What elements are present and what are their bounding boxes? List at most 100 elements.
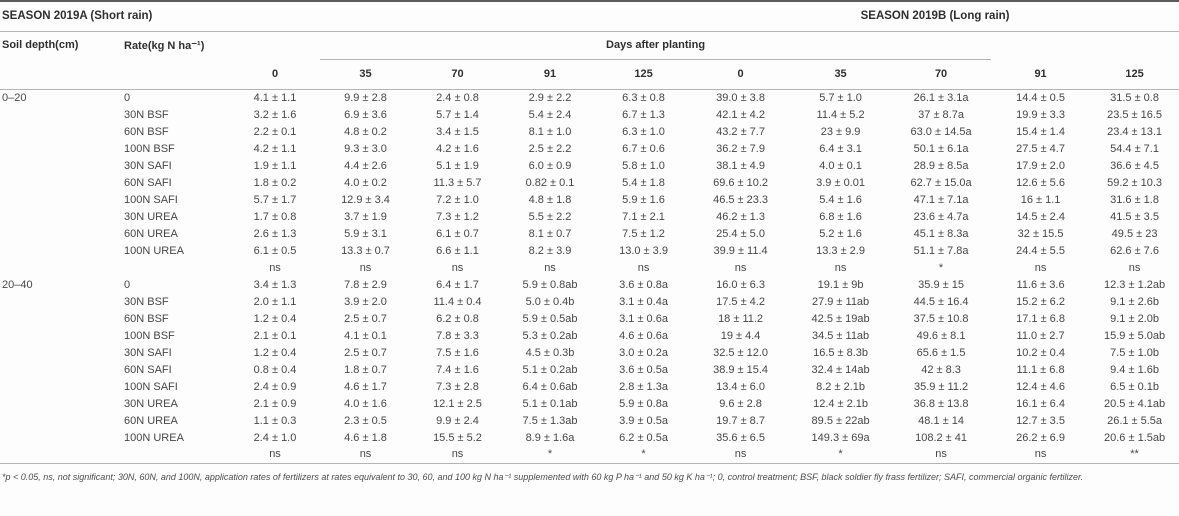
section-20-40: 20–40 0 3.4 ± 1.3 7.8 ± 2.9 6.4 ± 1.7 5.9 ± 0…: [0, 276, 1179, 464]
value-cell: 3.1 ± 0.6a: [619, 312, 668, 325]
value-cell: 2.4 ± 0.8: [436, 91, 479, 104]
value-cell: 26.1 ± 3.1a: [913, 91, 969, 104]
value-cell: 16.5 ± 8.3b: [813, 346, 869, 359]
value-cell: 2.5 ± 0.7: [344, 312, 387, 325]
value-cell: 8.2 ± 2.1b: [816, 380, 865, 393]
rate-cell: [122, 259, 230, 276]
subheader-row: Soil depth(cm) Rate(kg N ha⁻¹) Days afte…: [0, 31, 1179, 60]
value-cell: 3.6 ± 0.5a: [619, 363, 668, 376]
value-cell: 4.0 ± 0.2: [344, 176, 387, 189]
value-cell: 4.8 ± 0.2: [344, 125, 387, 138]
soil-depth-cell: [0, 123, 122, 140]
day-column-header: 0: [230, 59, 320, 90]
soil-depth-cell: [0, 310, 122, 327]
value-cell: 108.2 ± 41: [915, 431, 968, 444]
value-cell: 38.1 ± 4.9: [716, 159, 765, 172]
rate-cell: 30N UREA: [124, 397, 178, 410]
day-column-header: 70: [891, 59, 992, 90]
significance-cell: ns: [891, 446, 992, 464]
value-cell: 12.3 ± 1.2ab: [1104, 278, 1166, 291]
value-cell: 25.4 ± 5.0: [716, 227, 765, 240]
value-cell: 46.5 ± 23.3: [713, 193, 769, 206]
value-cell: 12.6 ± 5.6: [1016, 176, 1065, 189]
rate-cell: 30N SAFI: [124, 346, 172, 359]
value-cell: 12.1 ± 2.5: [433, 397, 482, 410]
soil-depth-cell: [0, 106, 122, 123]
significance-cell: ns: [411, 446, 504, 464]
value-cell: 5.1 ± 0.2ab: [522, 363, 578, 376]
value-cell: 35.6 ± 6.5: [716, 431, 765, 444]
value-cell: 11.1 ± 6.8: [1016, 363, 1065, 376]
value-cell: 15.5 ± 5.2: [433, 431, 482, 444]
significance-cell: *: [596, 446, 692, 464]
significance-cell: ns: [320, 446, 411, 464]
spacer-cell: [122, 59, 230, 90]
value-cell: 2.1 ± 0.1: [253, 329, 297, 342]
significance-cell: ns: [991, 446, 1091, 464]
value-cell: 44.5 ± 16.4: [913, 295, 969, 308]
value-cell: 6.0 ± 0.9: [528, 159, 572, 172]
value-cell: 59.2 ± 10.3: [1107, 176, 1163, 189]
day-column-header: 125: [1090, 59, 1179, 90]
value-cell: 9.4 ± 1.6b: [1110, 363, 1159, 376]
value-cell: 11.0 ± 2.7: [1016, 329, 1065, 342]
value-cell: 43.2 ± 7.7: [716, 125, 765, 138]
value-cell: 45.1 ± 8.3a: [913, 227, 969, 240]
value-cell: 6.3 ± 0.8: [622, 91, 665, 104]
significance-cell: ns: [1128, 261, 1141, 274]
value-cell: 1.1 ± 0.3: [253, 414, 297, 427]
value-cell: 5.9 ± 0.8a: [619, 397, 668, 410]
value-cell: 3.4 ± 1.5: [436, 125, 479, 138]
value-cell: 2.4 ± 1.0: [253, 431, 297, 444]
value-cell: 13.3 ± 0.7: [341, 244, 390, 257]
value-cell: 32 ± 15.5: [1017, 227, 1064, 240]
significance-row: ns ns ns * * ns * ns ns **: [0, 446, 1179, 464]
value-cell: 2.5 ± 0.7: [344, 346, 387, 359]
value-cell: 6.6 ± 1.1: [436, 244, 479, 257]
spacer-cell: [991, 31, 1179, 59]
value-cell: 6.4 ± 0.6ab: [522, 380, 578, 393]
value-cell: 5.4 ± 1.8: [622, 176, 665, 189]
value-cell: 3.9 ± 0.01: [816, 176, 865, 189]
value-cell: 0.82 ± 0.1: [525, 176, 575, 189]
soil-depth-cell: [0, 378, 122, 395]
table-row: 60N SAFI 0.8 ± 0.4 1.8 ± 0.7 7.4 ± 1.6 5.1 ±…: [0, 361, 1179, 378]
value-cell: 18 ± 11.2: [718, 312, 764, 325]
soil-nitrogen-table: SEASON 2019A (Short rain) SEASON 2019B (…: [0, 0, 1179, 464]
value-cell: 2.5 ± 2.2: [528, 142, 572, 155]
day-column-header: 70: [411, 59, 504, 90]
value-cell: 8.1 ± 1.0: [528, 125, 572, 138]
value-cell: 15.2 ± 6.2: [1016, 295, 1065, 308]
value-cell: 4.0 ± 0.1: [819, 159, 862, 172]
value-cell: 39.0 ± 3.8: [716, 91, 765, 104]
day-column-header: 91: [504, 59, 596, 90]
table-row: 100N BSF 2.1 ± 0.1 4.1 ± 0.1 7.8 ± 3.3 5.3 ±…: [0, 327, 1179, 344]
value-cell: 42.1 ± 4.2: [716, 108, 765, 121]
value-cell: 20.5 ± 4.1ab: [1104, 397, 1166, 410]
value-cell: 7.5 ± 1.6: [436, 346, 479, 359]
value-cell: 35.9 ± 11.2: [913, 380, 969, 393]
value-cell: 35.9 ± 15: [918, 278, 964, 291]
value-cell: 10.2 ± 0.4: [1016, 346, 1065, 359]
value-cell: 19.7 ± 8.7: [716, 414, 765, 427]
soil-depth-cell: 0–20: [2, 91, 27, 104]
value-cell: 14.4 ± 0.5: [1016, 91, 1065, 104]
table-row: 30N BSF 2.0 ± 1.1 3.9 ± 2.0 11.4 ± 0.4 5.0 ±…: [0, 293, 1179, 310]
value-cell: 2.1 ± 0.9: [253, 397, 297, 410]
value-cell: 16.0 ± 6.3: [716, 278, 765, 291]
soil-depth-cell: [0, 259, 122, 276]
value-cell: 9.1 ± 2.6b: [1110, 295, 1159, 308]
rate-cell: 30N UREA: [124, 210, 178, 223]
value-cell: 48.1 ± 14: [918, 414, 964, 427]
value-cell: 2.0 ± 1.1: [253, 295, 297, 308]
value-cell: 4.6 ± 1.8: [344, 431, 387, 444]
value-cell: 51.1 ± 7.8a: [913, 244, 969, 257]
value-cell: 12.4 ± 4.6: [1016, 380, 1065, 393]
value-cell: 3.0 ± 0.2a: [619, 346, 668, 359]
day-columns-row: 0 35 70 91 125 0 35 70 91 125: [0, 59, 1179, 90]
spacer-cell: [230, 31, 320, 59]
value-cell: 23.6 ± 4.7a: [913, 210, 969, 223]
value-cell: 1.7 ± 0.8: [253, 210, 297, 223]
value-cell: 0.8 ± 0.4: [253, 363, 297, 376]
